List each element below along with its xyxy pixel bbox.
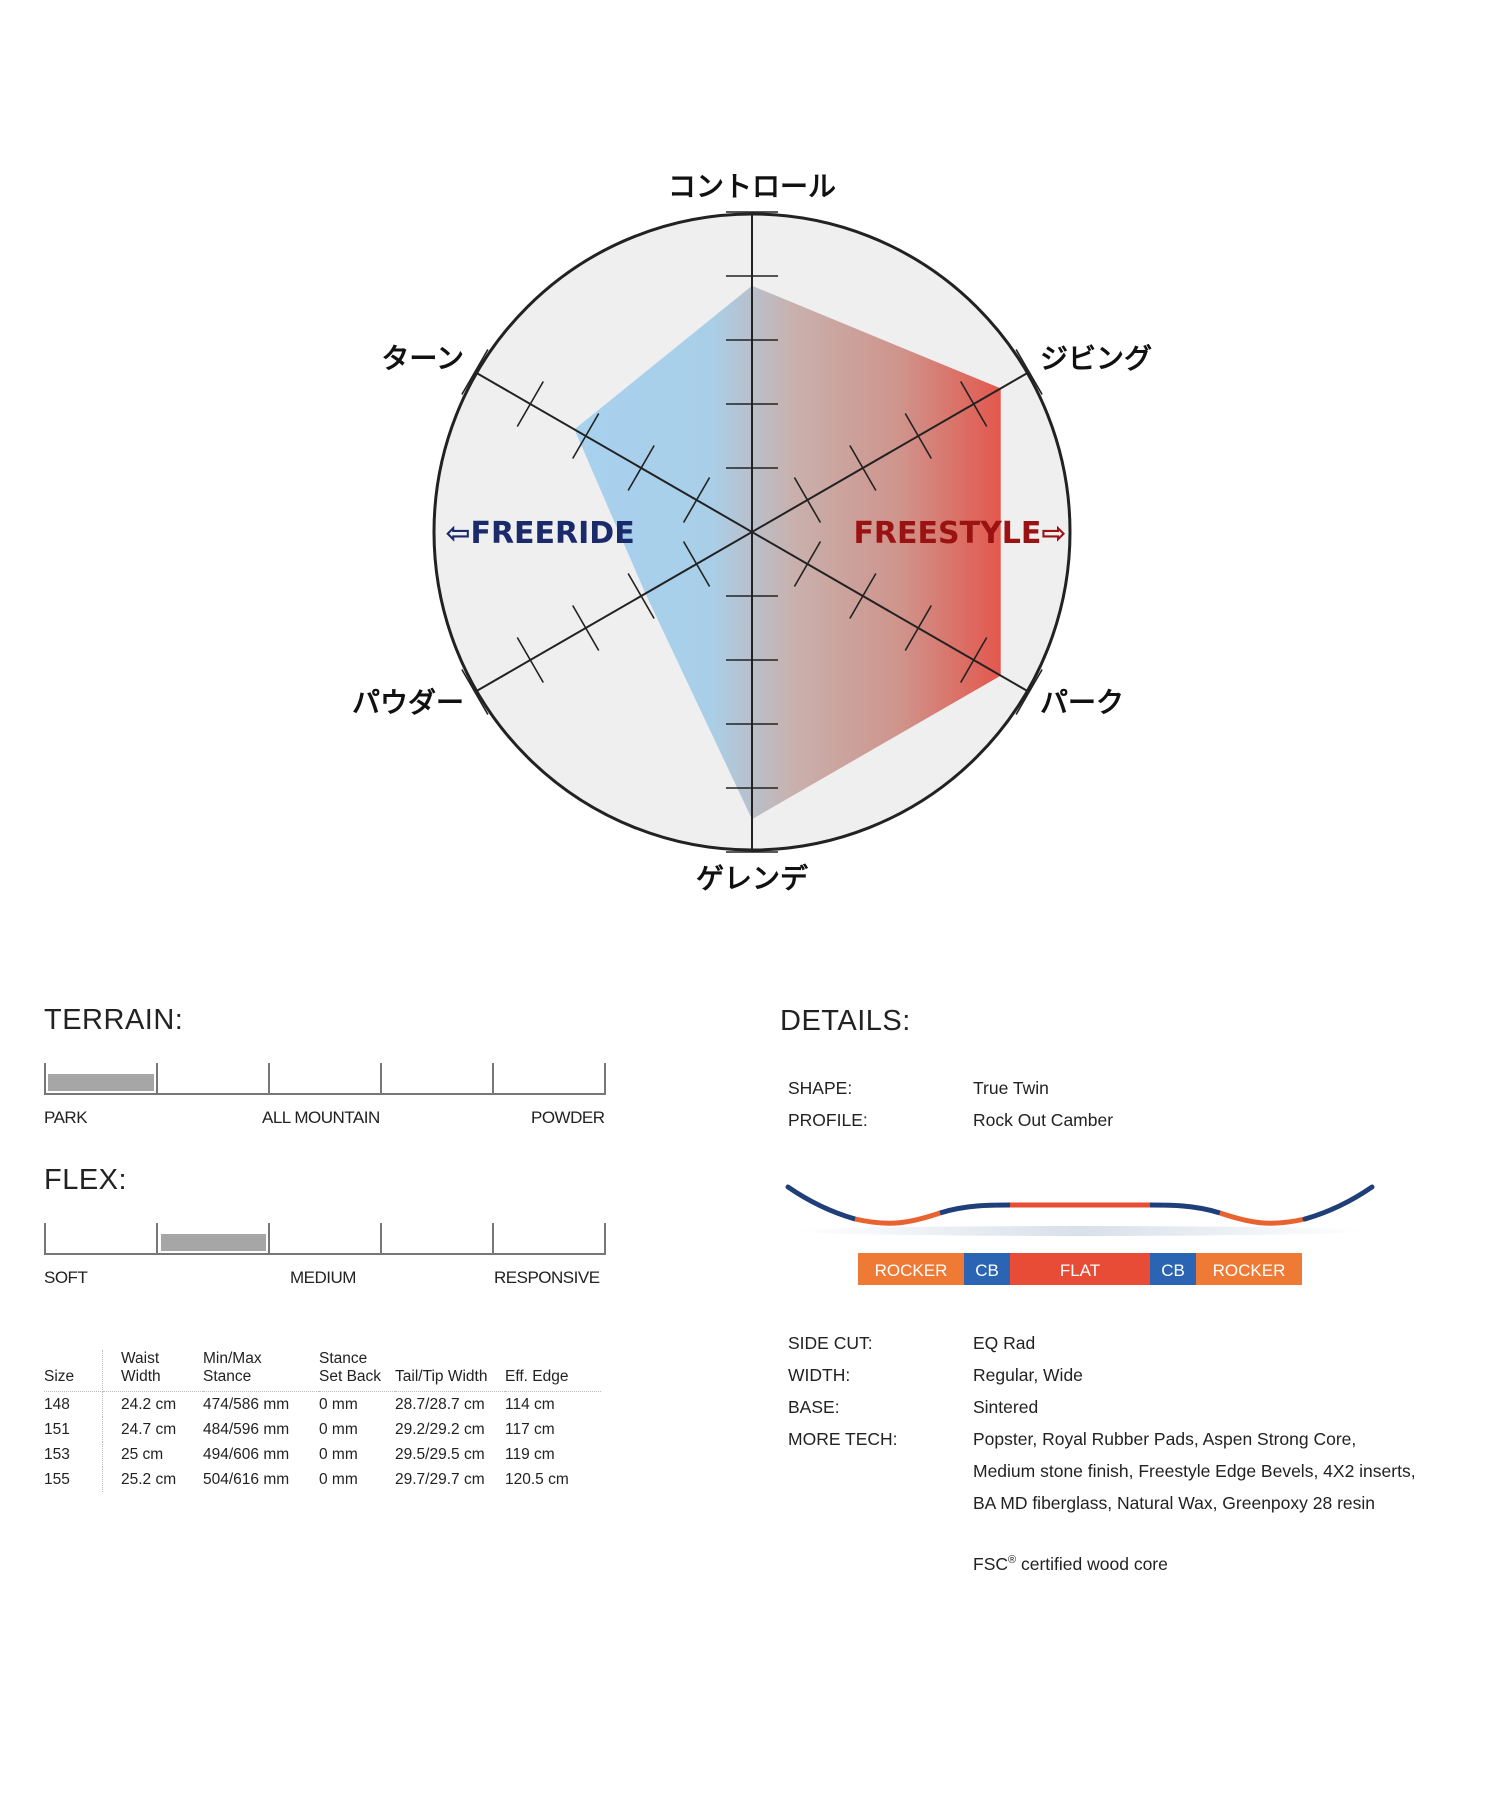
- board-profile-rocker-right: [1302, 1184, 1375, 1222]
- spec-table-header: Size Waist Width Min/Max Stance Stance Set …: [44, 1350, 601, 1392]
- board-profile-camber-right: [1149, 1202, 1221, 1216]
- radar-tick: [849, 445, 877, 491]
- detail-shape-key: SHAPE:: [788, 1078, 853, 1098]
- detail-side-cut-key: SIDE CUT:: [788, 1333, 873, 1353]
- flex-scale: [44, 1223, 606, 1255]
- board-profile-camber-left: [939, 1202, 1011, 1216]
- terrain-level-bar: [48, 1074, 154, 1091]
- detail-base-key: BASE:: [788, 1397, 840, 1417]
- more-tech-line: Popster, Royal Rubber Pads, Aspen Strong…: [973, 1429, 1357, 1449]
- radar-tick: [572, 605, 600, 651]
- board-profile-rocker-left: [785, 1184, 858, 1222]
- segment-rocker-left: [858, 1253, 964, 1285]
- table-row: 148 24.2 cm 474/586 mm 0 mm 28.7/28.7 cm 114…: [44, 1391, 601, 1417]
- radar-tick: [682, 477, 711, 523]
- segment-label-rocker-right: ROCKER: [1213, 1261, 1286, 1280]
- col-size: Size: [44, 1350, 103, 1392]
- terrain-label-powder: POWDER: [531, 1108, 605, 1127]
- radar-tick: [516, 637, 544, 683]
- segment-rocker-right: [1196, 1253, 1302, 1285]
- detail-profile-value: Rock Out Camber: [973, 1110, 1114, 1130]
- radar-tick: [904, 413, 932, 459]
- details-title: DETAILS:: [780, 1005, 911, 1037]
- segment-label-cb-left: CB: [975, 1261, 999, 1280]
- segment-cb-right: [1150, 1253, 1196, 1285]
- fsc-prefix: FSC: [973, 1554, 1008, 1574]
- segment-cb-left: [964, 1253, 1010, 1285]
- detail-shape: SHAPE: True Twin: [788, 1078, 1500, 1108]
- radar-tick: [793, 541, 822, 587]
- radar-tick: [960, 381, 988, 427]
- segment-flat: [1010, 1253, 1150, 1285]
- radar-tick: [461, 669, 489, 715]
- col-tail-tip: Tail/Tip Width: [395, 1350, 505, 1392]
- detail-profile-key: PROFILE:: [788, 1110, 868, 1130]
- radar-tick: [627, 445, 655, 491]
- axis-label-jibbing: ジビング: [1040, 342, 1152, 375]
- table-row: 153 25 cm 494/606 mm 0 mm 29.5/29.5 cm 119 c…: [44, 1442, 601, 1467]
- detail-more-tech-key: MORE TECH:: [788, 1429, 898, 1449]
- board-profile-orange-right: [1219, 1210, 1306, 1226]
- terrain-label-all-mountain: ALL MOUNTAIN: [262, 1108, 380, 1127]
- axis-label-control: コントロール: [668, 170, 836, 203]
- radar-ticks: [461, 211, 1043, 853]
- detail-more-tech-value: Popster, Royal Rubber Pads, Aspen Strong…: [973, 1423, 1498, 1519]
- terrain-title: TERRAIN:: [44, 1004, 184, 1036]
- segment-label-rocker-left: ROCKER: [875, 1261, 948, 1280]
- segment-label-cb-right: CB: [1161, 1261, 1185, 1280]
- table-row: 155 25.2 cm 504/616 mm 0 mm 29.7/29.7 cm 120…: [44, 1467, 601, 1492]
- more-tech-line: BA MD fiberglass, Natural Wax, Greenpoxy…: [973, 1493, 1376, 1513]
- radar-tick: [960, 637, 988, 683]
- radar-tick: [516, 381, 544, 427]
- table-row: 151 24.7 cm 484/596 mm 0 mm 29.2/29.2 cm 117…: [44, 1417, 601, 1442]
- fsc-text: certified wood core: [1020, 1554, 1168, 1574]
- more-tech-line: Medium stone finish, Freestyle Edge Beve…: [973, 1461, 1416, 1481]
- detail-base: BASE: Sintered: [788, 1397, 1500, 1427]
- axis-label-park: パーク: [1040, 686, 1124, 719]
- radar-tick: [793, 477, 822, 523]
- freestyle-label: FREESTYLE⇨: [853, 516, 1066, 551]
- radar-tick: [904, 605, 932, 651]
- axis-label-turn: ターン: [381, 342, 464, 375]
- fsc-note: FSC® certified wood core: [973, 1554, 1168, 1575]
- col-stance: Min/Max Stance: [203, 1350, 319, 1392]
- detail-shape-value: True Twin: [973, 1078, 1049, 1098]
- detail-width-key: WIDTH:: [788, 1365, 851, 1385]
- flex-label-medium: MEDIUM: [290, 1268, 356, 1287]
- segment-label-flat: FLAT: [1060, 1261, 1100, 1280]
- registered-mark: ®: [1008, 1554, 1017, 1567]
- col-eff-edge: Eff. Edge: [505, 1350, 601, 1392]
- flex-title: FLEX:: [44, 1164, 128, 1196]
- spec-table: Size Waist Width Min/Max Stance Stance Set …: [44, 1350, 601, 1492]
- radar-tick: [1015, 669, 1043, 715]
- board-profile-orange-left: [854, 1210, 941, 1226]
- radar-tick: [1015, 349, 1043, 395]
- col-waist-width: Waist Width: [102, 1350, 203, 1392]
- radar-tick: [572, 413, 600, 459]
- flex-label-responsive: RESPONSIVE: [494, 1268, 600, 1287]
- detail-side-cut: SIDE CUT: EQ Rad: [788, 1333, 1500, 1363]
- terrain-scale: [44, 1063, 606, 1095]
- radar-tick: [627, 573, 655, 619]
- detail-more-tech: MORE TECH: Popster, Royal Rubber Pads, A…: [788, 1429, 1500, 1529]
- axis-label-groomer: ゲレンデ: [696, 862, 809, 895]
- col-setback: Stance Set Back: [319, 1350, 395, 1392]
- detail-base-value: Sintered: [973, 1397, 1039, 1417]
- detail-width: WIDTH: Regular, Wide: [788, 1365, 1500, 1395]
- flex-level-bar: [161, 1234, 266, 1251]
- terrain-label-park: PARK: [44, 1108, 88, 1127]
- radar-tick: [461, 349, 489, 395]
- radar-axes: [476, 214, 1028, 850]
- radar-tick: [682, 541, 711, 587]
- profile-diagram: ROCKER CB FLAT CB ROCKER: [785, 1184, 1375, 1285]
- detail-width-value: Regular, Wide: [973, 1365, 1083, 1385]
- axis-label-powder: パウダー: [352, 686, 464, 719]
- radar-tick: [849, 573, 877, 619]
- detail-profile: PROFILE: Rock Out Camber: [788, 1110, 1500, 1140]
- radar-axis-line: [476, 372, 1028, 692]
- freeride-label: ⇦FREERIDE: [445, 516, 634, 551]
- flex-label-soft: SOFT: [44, 1268, 88, 1287]
- detail-side-cut-value: EQ Rad: [973, 1333, 1036, 1353]
